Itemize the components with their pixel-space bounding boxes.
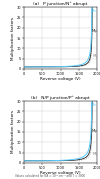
Text: Values calculated for NA = 10¹⁴ cm⁻³ and T = 300K: Values calculated for NA = 10¹⁴ cm⁻³ and… xyxy=(15,174,85,178)
X-axis label: Reverse voltage (V): Reverse voltage (V) xyxy=(40,171,81,175)
Text: M$_g$: M$_g$ xyxy=(92,52,99,61)
Title: (a)   P junction/N⁺ abrupt: (a) P junction/N⁺ abrupt xyxy=(33,1,88,6)
Text: M$_p$: M$_p$ xyxy=(91,128,98,136)
X-axis label: Reverse voltage (V): Reverse voltage (V) xyxy=(40,77,81,81)
Y-axis label: Multiplication factors: Multiplication factors xyxy=(11,17,15,60)
Text: M$_p$: M$_p$ xyxy=(91,27,98,36)
Title: (b)   N/P junction/P⁺ abrupt: (b) N/P junction/P⁺ abrupt xyxy=(31,95,90,100)
Text: M$_g$: M$_g$ xyxy=(92,150,99,159)
Text: M$_n$: M$_n$ xyxy=(90,8,97,15)
Text: M$_n$: M$_n$ xyxy=(90,101,97,109)
Y-axis label: Multiplication factors: Multiplication factors xyxy=(11,110,15,153)
